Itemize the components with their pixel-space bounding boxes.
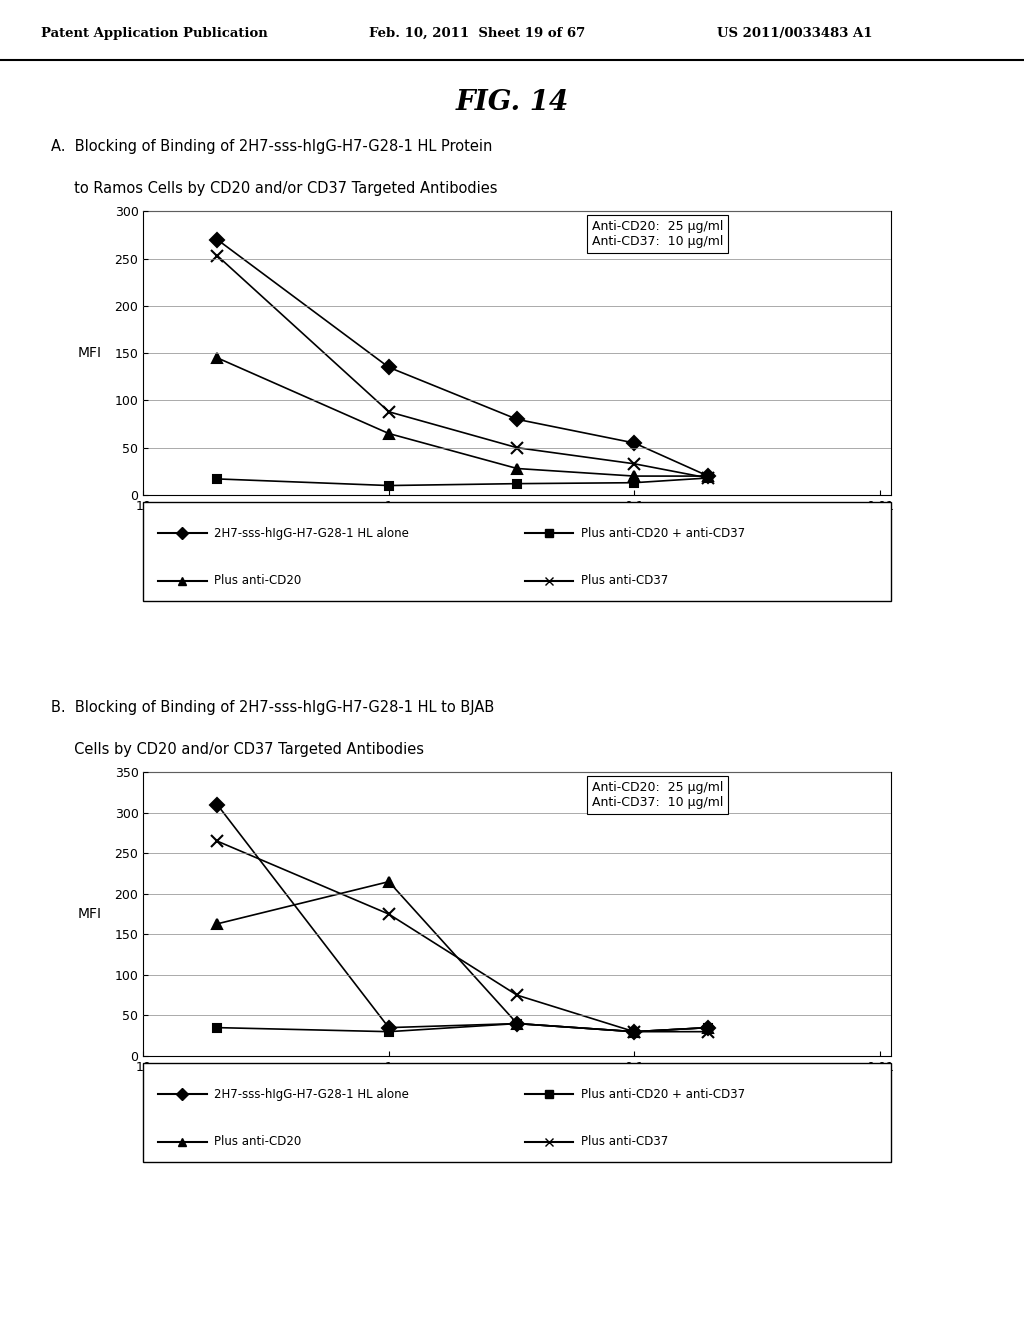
Text: Plus anti-CD20 + anti-CD37: Plus anti-CD20 + anti-CD37 <box>581 527 744 540</box>
Y-axis label: MFI: MFI <box>78 346 101 360</box>
Text: Patent Application Publication: Patent Application Publication <box>41 26 267 40</box>
Text: Plus anti-CD37: Plus anti-CD37 <box>581 1135 668 1148</box>
Text: Feb. 10, 2011  Sheet 19 of 67: Feb. 10, 2011 Sheet 19 of 67 <box>369 26 585 40</box>
Text: 2H7-sss-hIgG-H7-G28-1 HL alone: 2H7-sss-hIgG-H7-G28-1 HL alone <box>214 1088 410 1101</box>
Text: to Ramos Cells by CD20 and/or CD37 Targeted Antibodies: to Ramos Cells by CD20 and/or CD37 Targe… <box>51 181 498 195</box>
X-axis label: CONCENTRATION (ug/mL): CONCENTRATION (ug/mL) <box>428 519 606 532</box>
Text: 2H7-sss-hIgG-H7-G28-1 HL alone: 2H7-sss-hIgG-H7-G28-1 HL alone <box>214 527 410 540</box>
Text: FIG. 14: FIG. 14 <box>456 88 568 116</box>
Text: Cells by CD20 and/or CD37 Targeted Antibodies: Cells by CD20 and/or CD37 Targeted Antib… <box>51 742 424 756</box>
X-axis label: CONCENTRATION (ug/mL): CONCENTRATION (ug/mL) <box>428 1080 606 1093</box>
Text: B.  Blocking of Binding of 2H7-sss-hIgG-H7-G28-1 HL to BJAB: B. Blocking of Binding of 2H7-sss-hIgG-H… <box>51 700 495 714</box>
Text: Plus anti-CD20: Plus anti-CD20 <box>214 1135 302 1148</box>
Text: Anti-CD20:  25 μg/ml
Anti-CD37:  10 μg/ml: Anti-CD20: 25 μg/ml Anti-CD37: 10 μg/ml <box>592 219 723 248</box>
Text: A.  Blocking of Binding of 2H7-sss-hIgG-H7-G28-1 HL Protein: A. Blocking of Binding of 2H7-sss-hIgG-H… <box>51 139 493 153</box>
Y-axis label: MFI: MFI <box>78 907 101 921</box>
Text: US 2011/0033483 A1: US 2011/0033483 A1 <box>717 26 872 40</box>
Text: Plus anti-CD20: Plus anti-CD20 <box>214 574 302 587</box>
Text: Plus anti-CD37: Plus anti-CD37 <box>581 574 668 587</box>
Text: Anti-CD20:  25 μg/ml
Anti-CD37:  10 μg/ml: Anti-CD20: 25 μg/ml Anti-CD37: 10 μg/ml <box>592 780 723 809</box>
Text: Plus anti-CD20 + anti-CD37: Plus anti-CD20 + anti-CD37 <box>581 1088 744 1101</box>
